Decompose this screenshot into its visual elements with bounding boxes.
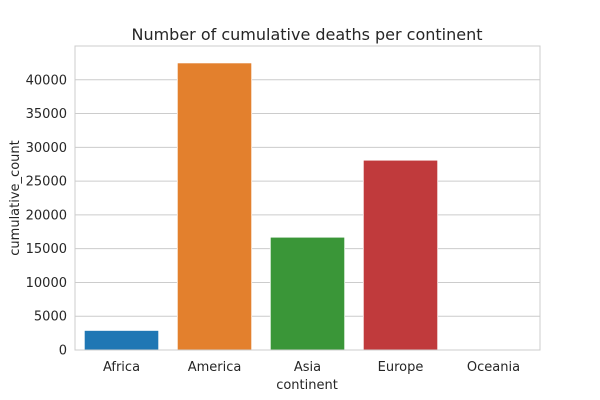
x-tick-label-america: America [188, 360, 242, 375]
x-tick-label-europe: Europe [378, 360, 424, 375]
x-tick-label-asia: Asia [294, 360, 321, 375]
x-tick-label-africa: Africa [103, 360, 140, 375]
bar-layer [83, 62, 532, 351]
x-tick-labels: Africa America Asia Europe Oceania [103, 360, 520, 375]
y-tick-label: 5000 [34, 310, 67, 325]
y-tick-label: 20000 [26, 208, 67, 223]
bar-asia [269, 236, 346, 351]
grid-layer [75, 79, 540, 351]
y-tick-label: 30000 [26, 141, 67, 156]
y-tick-labels: 0 5000 10000 15000 20000 25000 30000 35000 40000 [26, 73, 67, 358]
y-axis-label: cumulative_count [8, 140, 23, 255]
y-tick-label: 35000 [26, 107, 67, 122]
x-tick-label-oceania: Oceania [467, 360, 520, 375]
y-tick-label: 25000 [26, 175, 67, 190]
bar-america [176, 62, 253, 351]
chart-title: Number of cumulative deaths per continen… [131, 25, 482, 44]
y-tick-label: 15000 [26, 242, 67, 257]
x-axis-label: continent [276, 378, 338, 393]
y-tick-label: 0 [59, 344, 67, 359]
bar-africa [83, 330, 160, 351]
bar-europe [362, 159, 439, 351]
plot-frame [74, 45, 541, 351]
y-tick-label: 40000 [26, 73, 67, 88]
y-tick-label: 10000 [26, 276, 67, 291]
